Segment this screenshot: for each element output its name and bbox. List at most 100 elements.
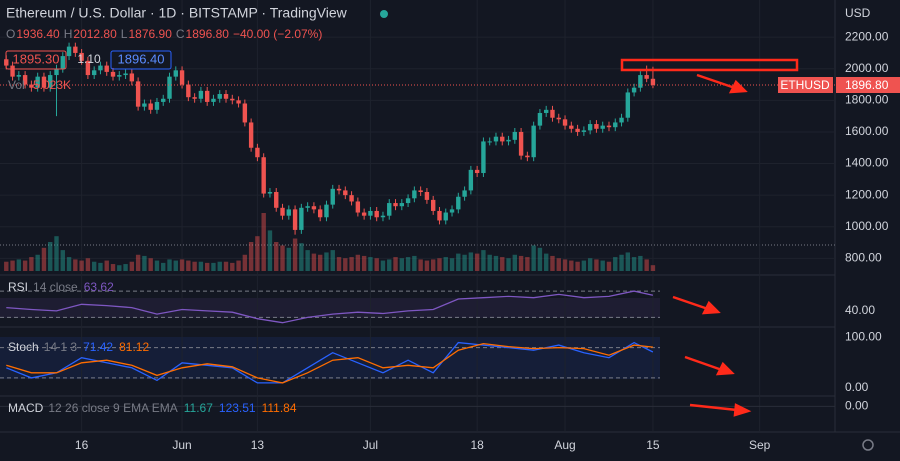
volume-bar [468,252,474,271]
volume-bar [374,258,379,271]
candle-body [154,101,160,110]
candle-body [85,60,91,76]
indicator-value: 11.67 [184,401,213,415]
candle-body [412,190,417,199]
volume-bar [556,258,561,271]
candle-body [474,169,480,174]
candle-body [311,206,317,210]
candle-body [16,75,22,77]
volume-bar [274,242,279,271]
candle-body [399,203,405,207]
volume-bar [104,260,109,271]
volume-bar [242,254,248,271]
y-tick-label: 2200.00 [845,29,889,43]
bid-box[interactable] [5,50,67,70]
volume-bar [587,258,593,271]
candle-body [255,147,260,158]
candle-body [449,209,455,213]
volume-bar [110,264,116,271]
candle-body [41,76,47,88]
volume-bar [462,254,467,271]
candle-body [223,94,229,99]
volume-bar [500,257,505,271]
volume-bar [173,260,178,271]
candle-body [236,100,241,104]
y-tick-label: 1800.00 [845,93,889,107]
volume-bar [154,260,160,271]
volume-bar [4,261,9,271]
volume-bar [569,260,574,271]
candle-body [211,98,216,102]
candle-body [619,117,624,123]
chart-title: Ethereum / U.S. Dollar · 1D · BITSTAMP ·… [6,5,348,21]
volume-bar [581,260,587,271]
volume-bar [430,259,436,271]
candle-body [606,125,612,128]
candle-body [98,65,103,71]
x-tick-label: 18 [470,438,484,452]
ohlc-value: 1896.80 [186,27,230,41]
volume-bar [85,258,91,271]
candle-body [387,203,392,216]
volume-bar [286,247,291,271]
candle-body [537,112,543,126]
volume-bar [443,257,448,271]
candle-body [562,119,568,126]
volume-bar [236,260,241,271]
volume-bar [562,259,568,271]
arrow-head [715,361,735,376]
volume-bar [117,265,122,271]
volume-bar [349,257,354,271]
candle-body [430,199,436,211]
ask-box[interactable] [110,50,172,70]
candle-body [638,75,643,88]
arrow [696,73,736,90]
candle-body [248,122,254,148]
volume-bar [387,259,392,271]
candle-body [79,52,84,61]
candle-body [556,117,561,120]
volume-bar [336,257,342,271]
volume-bar [79,260,84,271]
indicator-value: 111.84 [262,401,297,415]
candle-body [613,122,618,128]
symbol-tag [778,77,833,93]
candle-body [544,109,549,113]
annotation-box [620,58,799,72]
candle-body [418,190,423,192]
volume-bar [650,265,656,271]
candle-body [242,103,248,123]
arrow-head [728,79,748,94]
x-tick-label: 15 [646,438,660,452]
ohlc-key: H [64,27,73,41]
volume-title: Vol [8,78,25,92]
y-tick-label: 2000.00 [845,61,889,75]
volume-bar [424,260,430,271]
settings-icon[interactable] [862,439,874,451]
candle-body [292,209,298,230]
volume-bar [531,245,536,271]
candle-body [380,215,386,218]
candle-body [437,210,442,221]
bid[interactable]: 1895.30 [13,51,60,66]
volume-bar [456,253,461,271]
candle-body [581,130,587,132]
candle-body [173,70,178,77]
x-tick-label: 13 [251,438,265,452]
candle-body [569,125,574,129]
volume-bar [449,258,455,271]
candle-body [468,169,474,191]
volume-bar [506,258,511,271]
y-tick-label: 1000.00 [845,219,889,233]
ask[interactable]: 1896.40 [118,51,165,66]
candle-body [330,188,335,205]
volume-bar [575,261,580,271]
volume-bar [129,261,135,271]
candle-body [481,141,486,174]
candle-body [587,124,593,131]
volume-bar [41,247,47,271]
volume-bar [380,260,386,271]
volume-bar [550,255,555,271]
last-price-tag [836,77,900,93]
x-tick-label: Jun [172,438,191,452]
